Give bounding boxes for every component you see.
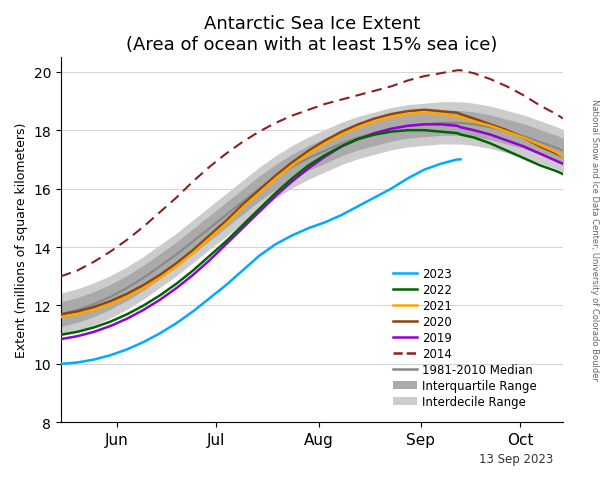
- Legend: 2023, 2022, 2021, 2020, 2019, 2014, 1981-2010 Median, Interquartile Range, Inter: 2023, 2022, 2021, 2020, 2019, 2014, 1981…: [388, 263, 542, 413]
- Title: Antarctic Sea Ice Extent
(Area of ocean with at least 15% sea ice): Antarctic Sea Ice Extent (Area of ocean …: [126, 15, 498, 54]
- Y-axis label: Extent (millions of square kilometers): Extent (millions of square kilometers): [15, 123, 28, 358]
- Text: 13 Sep 2023: 13 Sep 2023: [479, 452, 553, 465]
- Text: National Snow and Ice Data Center, University of Colorado Boulder: National Snow and Ice Data Center, Unive…: [590, 99, 599, 381]
